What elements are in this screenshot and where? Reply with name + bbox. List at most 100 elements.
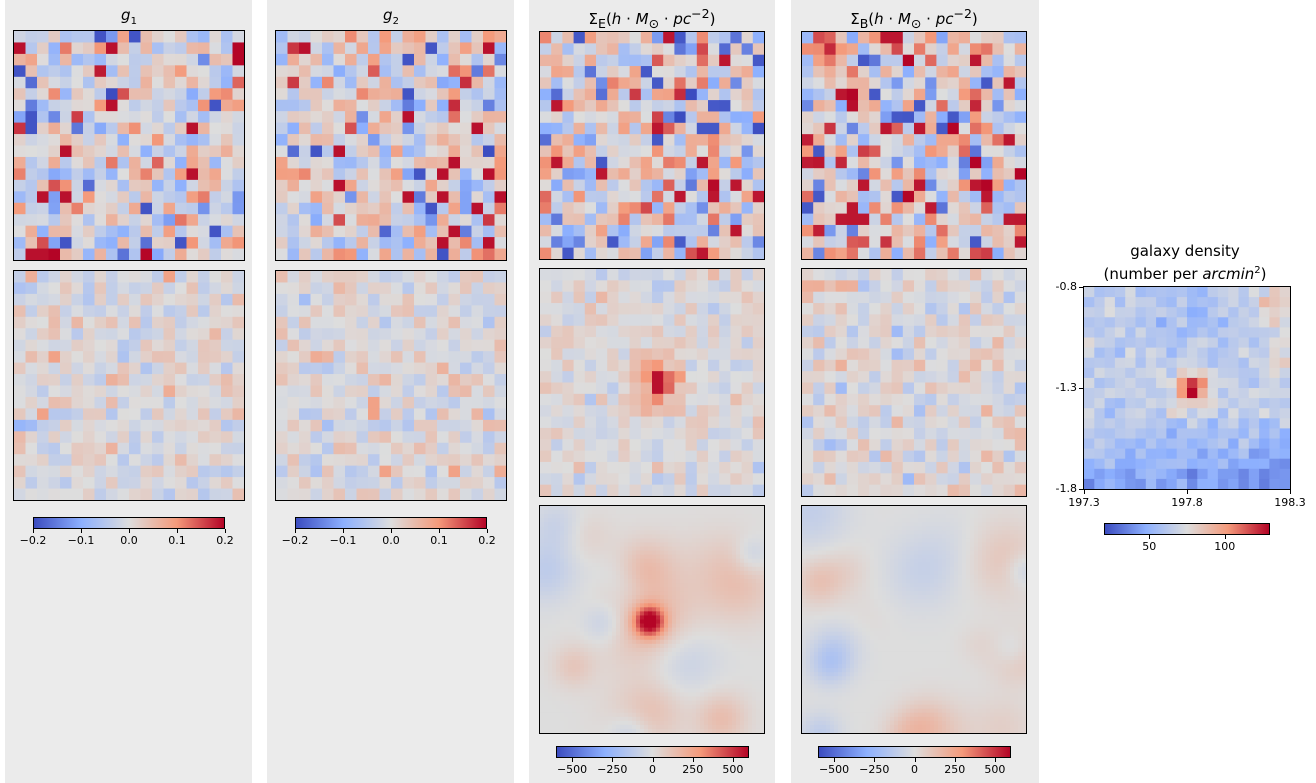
sigmaE-smooth-cell (696, 538, 701, 544)
sigma-noisy-cell (640, 122, 653, 135)
sigma-noisy-cell (573, 168, 586, 181)
shear-noisy-cell (391, 225, 404, 238)
sigmaE-smooth-cell (580, 526, 585, 531)
sigmaE-smooth-cell (640, 546, 645, 552)
shear-smoothed-cell (414, 271, 427, 284)
shear-smoothed-cell (25, 477, 38, 490)
sigmaE-smooth-cell (736, 562, 741, 568)
shear-noisy-cell (140, 111, 153, 124)
sigmaE-smooth-cell (712, 570, 717, 576)
sigmaE-smooth-cell (748, 680, 753, 685)
sigmaE-smooth-cell (676, 530, 681, 535)
shear-noisy-cell (391, 76, 404, 89)
sigma-noisy-cell (629, 202, 642, 215)
sigmaE-smooth-cell (684, 587, 689, 592)
shear-noisy-cell (83, 134, 96, 147)
sigmaE-smooth-cell (712, 591, 717, 596)
sigma-noisy-cell (685, 122, 698, 135)
shear-noisy-cell (186, 31, 199, 44)
shear-noisy-cell (83, 122, 96, 135)
shear-noisy-cell (322, 42, 335, 55)
sigmaE-smooth-cell (748, 664, 753, 669)
sigmaE-smooth-cell (668, 635, 673, 641)
sigmaE-smooth-cell (676, 631, 681, 637)
sigmaE-smooth-cell (704, 607, 709, 612)
sigmaE-smooth-cell (644, 676, 649, 681)
shear-smoothed-cell (25, 442, 38, 455)
sigmaE-smooth-cell (544, 562, 549, 568)
shear-smoothed-cell (448, 282, 461, 295)
sigmaE-smooth-cell (584, 554, 589, 560)
sigmaE-smooth-cell (612, 554, 617, 560)
sigma-noisy-cell (708, 168, 720, 181)
sigma-noisy-cell (551, 247, 563, 259)
sigmaE-smooth-cell (636, 607, 641, 612)
sigmaE-smooth-cell (608, 660, 613, 665)
shear-smoothed-cell (83, 351, 96, 364)
shear-noisy-cell (209, 225, 222, 238)
sigmaE-smooth-cell (580, 611, 585, 617)
sigma-noisy-cell (562, 202, 575, 215)
shear-smoothed-cell (368, 374, 381, 387)
sigmaE-smooth-cell (720, 554, 725, 560)
sigma-noisy-cell (685, 111, 698, 124)
sigmaE-smooth-cell (676, 595, 681, 600)
sigmaE-smooth-cell (580, 643, 585, 649)
shear-noisy-cell (345, 88, 358, 101)
sigmaE-smooth-cell (736, 627, 741, 633)
sigmaE-smooth-cell (596, 526, 601, 531)
sigmaE-smooth-cell (684, 631, 689, 637)
sigmaE-smooth-cell (552, 570, 557, 576)
shear-smoothed-cell (471, 419, 484, 432)
sigmaE-smooth-cell (692, 647, 697, 653)
shear-noisy-cell (14, 191, 27, 204)
sigmaE-smooth-cell (740, 664, 745, 669)
sigmaE-smooth-cell (540, 595, 545, 600)
sigmaE-binned-cell (708, 303, 720, 315)
sigmaE-smooth-cell (604, 530, 609, 535)
sigmaE-binned-cell (584, 348, 597, 361)
sigmaE-smooth-cell (752, 578, 757, 584)
sigma-noisy-cell (607, 54, 619, 67)
sigmaE-smooth-cell (760, 546, 764, 552)
shear-smoothed-cell (425, 385, 438, 398)
sigmaE-smooth-cell (712, 668, 717, 673)
sigmaE-smooth-cell (676, 611, 681, 617)
sigmaE-smooth-cell (736, 530, 741, 535)
sigmaE-smooth-cell (548, 566, 553, 572)
sigmaE-smooth-cell (688, 546, 693, 552)
shear-smoothed-cell (129, 362, 142, 375)
sigmaE-smooth-cell (572, 522, 577, 527)
shear-noisy-cell (232, 134, 244, 147)
sigmaE-smooth-cell (680, 574, 685, 580)
sigmaE-smooth-cell (564, 631, 569, 637)
sigmaE-smooth-cell (628, 676, 633, 681)
sigmaE-smooth-cell (612, 651, 617, 657)
sigmaE-smooth-cell (720, 562, 725, 568)
sigmaE-smooth-cell (572, 558, 577, 564)
shear-smoothed-cell (425, 431, 438, 444)
sigmaE-smooth-cell (540, 664, 545, 669)
shear-smoothed-cell (425, 374, 438, 387)
shear-noisy-cell (368, 76, 381, 89)
sigmaE-smooth-cell (696, 639, 701, 645)
shear-noisy-cell (437, 248, 450, 260)
sigmaE-smooth-cell (608, 680, 613, 685)
shear-noisy-cell (391, 99, 404, 112)
shear-noisy-cell (299, 145, 312, 158)
sigmaE-smooth-cell (620, 639, 625, 645)
sigmaE-smooth-cell (680, 647, 685, 653)
sigmaE-smooth-cell (580, 578, 585, 584)
sigmaE-smooth-cell (676, 676, 681, 681)
shear-noisy-cell (198, 225, 211, 238)
sigmaE-smooth-cell (704, 603, 709, 608)
sigmaE-binned-cell (607, 269, 619, 281)
sigmaE-smooth-cell (612, 591, 617, 596)
sigmaE-smooth-cell (740, 562, 745, 568)
shear-noisy-cell (14, 122, 27, 135)
sigmaE-smooth-cell (544, 530, 549, 535)
sigmaE-smooth-cell (556, 615, 561, 621)
sigmaE-smooth-cell (576, 591, 581, 596)
sigmaE-smooth-cell (756, 623, 761, 629)
sigmaE-smooth-cell (644, 643, 649, 649)
